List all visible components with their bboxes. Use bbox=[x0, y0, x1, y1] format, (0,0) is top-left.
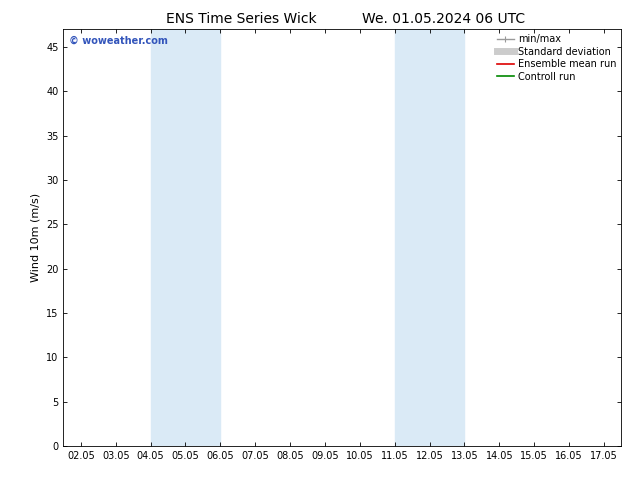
Legend: min/max, Standard deviation, Ensemble mean run, Controll run: min/max, Standard deviation, Ensemble me… bbox=[495, 32, 618, 83]
Bar bbox=[150, 29, 221, 446]
Text: ENS Time Series Wick: ENS Time Series Wick bbox=[165, 12, 316, 26]
Y-axis label: Wind 10m (m/s): Wind 10m (m/s) bbox=[30, 193, 41, 282]
Bar bbox=[394, 29, 464, 446]
Text: © woweather.com: © woweather.com bbox=[69, 36, 168, 46]
Text: We. 01.05.2024 06 UTC: We. 01.05.2024 06 UTC bbox=[362, 12, 526, 26]
